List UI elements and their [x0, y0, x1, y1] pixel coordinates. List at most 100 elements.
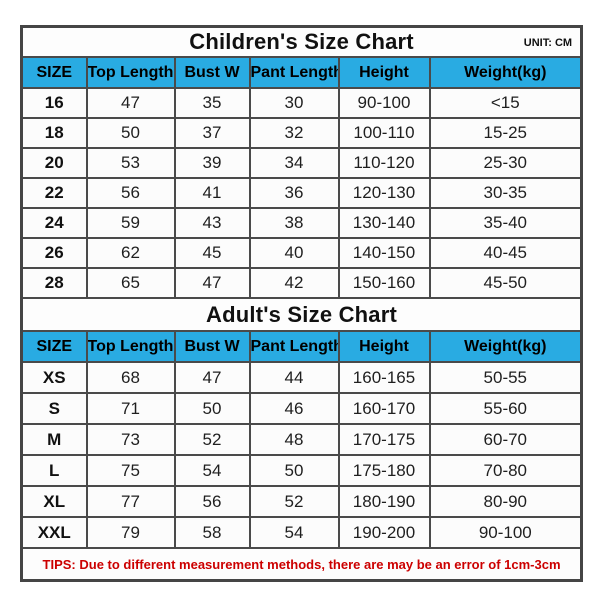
table-row: 20 53 39 34 110-120 25-30	[20, 147, 583, 179]
value-cell: 175-180	[337, 454, 431, 487]
value-cell: 56	[173, 485, 251, 518]
table-row: 26 62 45 40 140-150 40-45	[20, 237, 583, 269]
value-cell: 50	[85, 117, 176, 149]
table-row: 16 47 35 30 90-100 <15	[20, 87, 583, 119]
adult-table-body: XS 68 47 44 160-165 50-55 S 71 50 46 160-170 55-60 M…	[20, 361, 583, 549]
table-row: 24 59 43 38 130-140 35-40	[20, 207, 583, 239]
value-cell: 60-70	[428, 423, 583, 456]
value-cell: 71	[85, 392, 176, 425]
value-cell: 52	[173, 423, 251, 456]
size-cell: L	[20, 454, 88, 487]
children-header-row: SIZE Top Length Bust W Pant Length Heigh…	[20, 56, 583, 89]
value-cell: 15-25	[428, 117, 583, 149]
value-cell: 56	[85, 177, 176, 209]
children-chart-title: Children's Size Chart	[189, 29, 414, 54]
size-cell: 16	[20, 87, 88, 119]
value-cell: 38	[248, 207, 340, 239]
value-cell: 41	[173, 177, 251, 209]
value-cell: 190-200	[337, 516, 431, 549]
size-cell: 24	[20, 207, 88, 239]
table-row: XS 68 47 44 160-165 50-55	[20, 361, 583, 394]
value-cell: 40-45	[428, 237, 583, 269]
value-cell: 25-30	[428, 147, 583, 179]
adult-title-row: Adult's Size Chart	[20, 297, 583, 332]
adult-section-head: Adult's Size Chart SIZE Top Length Bust …	[20, 297, 583, 363]
value-cell: 50	[173, 392, 251, 425]
column-header-bust-w: Bust W	[173, 330, 251, 363]
size-cell: XL	[20, 485, 88, 518]
value-cell: 58	[173, 516, 251, 549]
value-cell: 43	[173, 207, 251, 239]
size-cell: S	[20, 392, 88, 425]
value-cell: 46	[248, 392, 340, 425]
size-chart-panel: Children's Size Chart UNIT: CM SIZE Top …	[20, 25, 584, 582]
children-title-row: Children's Size Chart UNIT: CM	[20, 25, 583, 58]
value-cell: 120-130	[337, 177, 431, 209]
value-cell: 35-40	[428, 207, 583, 239]
value-cell: 68	[85, 361, 176, 394]
value-cell: 160-170	[337, 392, 431, 425]
column-header-height: Height	[337, 330, 431, 363]
size-cell: 26	[20, 237, 88, 269]
value-cell: 32	[248, 117, 340, 149]
table-row: XXL 79 58 54 190-200 90-100	[20, 516, 583, 549]
value-cell: 40	[248, 237, 340, 269]
size-cell: XXL	[20, 516, 88, 549]
table-row: 18 50 37 32 100-110 15-25	[20, 117, 583, 149]
value-cell: <15	[428, 87, 583, 119]
value-cell: 54	[248, 516, 340, 549]
children-table-body: 16 47 35 30 90-100 <15 18 50 37 32 100-110 15-25 20 5…	[20, 87, 583, 299]
table-row: XL 77 56 52 180-190 80-90	[20, 485, 583, 518]
value-cell: 44	[248, 361, 340, 394]
column-header-pant-length: Pant Length	[248, 330, 340, 363]
value-cell: 73	[85, 423, 176, 456]
column-header-pant-length: Pant Length	[248, 56, 340, 89]
size-cell: XS	[20, 361, 88, 394]
value-cell: 42	[248, 267, 340, 299]
size-cell: 20	[20, 147, 88, 179]
value-cell: 54	[173, 454, 251, 487]
value-cell: 77	[85, 485, 176, 518]
adult-chart-title: Adult's Size Chart	[206, 301, 398, 327]
value-cell: 30-35	[428, 177, 583, 209]
value-cell: 79	[85, 516, 176, 549]
value-cell: 75	[85, 454, 176, 487]
adult-title-cell: Adult's Size Chart	[20, 297, 583, 332]
value-cell: 110-120	[337, 147, 431, 179]
tips-text: TIPS: Due to different measurement metho…	[20, 547, 583, 582]
table-row: 22 56 41 36 120-130 30-35	[20, 177, 583, 209]
value-cell: 35	[173, 87, 251, 119]
value-cell: 65	[85, 267, 176, 299]
value-cell: 90-100	[428, 516, 583, 549]
value-cell: 36	[248, 177, 340, 209]
value-cell: 55-60	[428, 392, 583, 425]
value-cell: 62	[85, 237, 176, 269]
value-cell: 160-165	[337, 361, 431, 394]
column-header-height: Height	[337, 56, 431, 89]
children-title-cell: Children's Size Chart UNIT: CM	[20, 25, 583, 58]
value-cell: 45-50	[428, 267, 583, 299]
adult-header-row: SIZE Top Length Bust W Pant Length Heigh…	[20, 330, 583, 363]
value-cell: 45	[173, 237, 251, 269]
tips-section: TIPS: Due to different measurement metho…	[20, 547, 583, 582]
value-cell: 48	[248, 423, 340, 456]
size-cell: 28	[20, 267, 88, 299]
tips-row: TIPS: Due to different measurement metho…	[20, 547, 583, 582]
value-cell: 39	[173, 147, 251, 179]
size-cell: M	[20, 423, 88, 456]
value-cell: 34	[248, 147, 340, 179]
value-cell: 50-55	[428, 361, 583, 394]
value-cell: 52	[248, 485, 340, 518]
value-cell: 170-175	[337, 423, 431, 456]
column-header-size: SIZE	[20, 56, 88, 89]
column-header-bust-w: Bust W	[173, 56, 251, 89]
value-cell: 90-100	[337, 87, 431, 119]
size-chart-table: Children's Size Chart UNIT: CM SIZE Top …	[20, 25, 584, 582]
value-cell: 180-190	[337, 485, 431, 518]
value-cell: 100-110	[337, 117, 431, 149]
value-cell: 80-90	[428, 485, 583, 518]
value-cell: 47	[85, 87, 176, 119]
value-cell: 47	[173, 361, 251, 394]
value-cell: 37	[173, 117, 251, 149]
value-cell: 59	[85, 207, 176, 239]
